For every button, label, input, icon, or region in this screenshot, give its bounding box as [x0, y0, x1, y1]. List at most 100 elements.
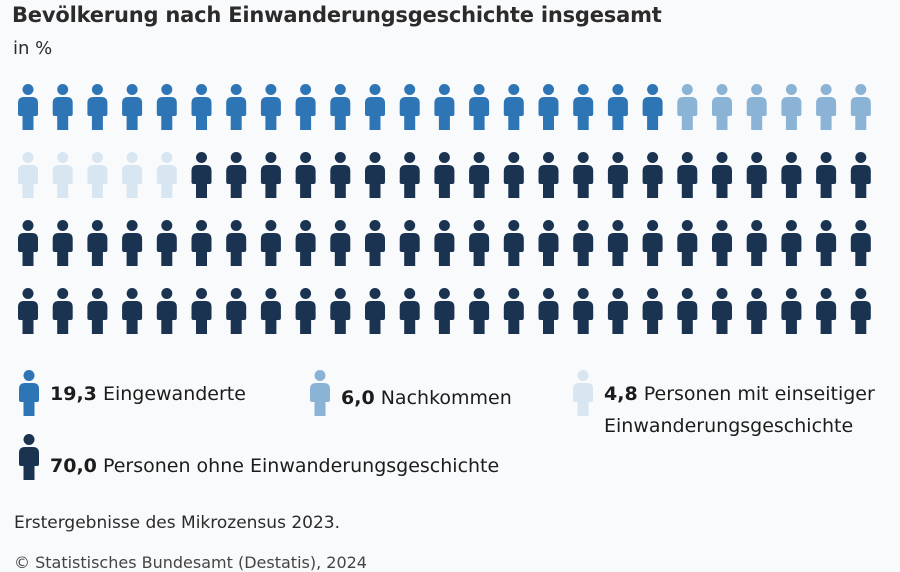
person-icon	[122, 220, 143, 266]
person-icon	[746, 152, 767, 198]
person-icon	[746, 220, 767, 266]
person-icon	[503, 220, 524, 266]
person-icon	[399, 84, 420, 130]
person-icon	[226, 288, 247, 334]
person-icon	[642, 220, 663, 266]
person-icon	[816, 288, 837, 334]
person-icon	[191, 152, 212, 198]
person-icon	[226, 152, 247, 198]
person-icon	[87, 152, 108, 198]
legend-item-eingewanderte: 19,3 Eingewanderte	[18, 368, 298, 418]
person-icon	[399, 220, 420, 266]
person-icon	[607, 288, 628, 334]
person-icon	[260, 152, 281, 198]
person-icon	[850, 220, 871, 266]
person-icon	[52, 288, 73, 334]
person-icon	[310, 370, 330, 416]
legend-swatch-icon	[310, 370, 330, 416]
person-icon	[87, 288, 108, 334]
person-icon	[712, 220, 732, 266]
person-icon	[295, 288, 316, 334]
person-icon	[295, 84, 316, 130]
legend-label-ohne: Personen ohne Einwanderungsgeschichte	[102, 455, 500, 477]
legend-value-ohne: 70,0	[50, 455, 97, 477]
person-icon	[573, 220, 594, 266]
person-icon	[52, 84, 73, 130]
person-icon	[642, 152, 663, 198]
person-icon	[746, 288, 767, 334]
person-icon	[850, 152, 871, 198]
legend-item-ohne: 70,0 Personen ohne Einwanderungsgeschich…	[18, 432, 558, 482]
person-icon	[122, 152, 143, 198]
person-icon	[191, 288, 212, 334]
legend-swatch-icon	[19, 434, 39, 480]
person-icon	[330, 288, 351, 334]
person-icon	[365, 288, 385, 334]
person-icon	[816, 220, 837, 266]
person-icon	[677, 84, 698, 130]
person-icon	[781, 152, 802, 198]
person-icon	[469, 220, 490, 266]
person-icon	[538, 288, 559, 334]
person-icon	[122, 288, 143, 334]
person-icon	[260, 288, 281, 334]
person-icon	[18, 84, 38, 130]
person-icon	[573, 84, 594, 130]
person-icon	[156, 220, 177, 266]
person-icon	[87, 84, 108, 130]
person-icon	[87, 220, 108, 266]
person-icon	[712, 152, 732, 198]
person-icon	[18, 288, 38, 334]
person-icon	[18, 220, 38, 266]
person-icon	[260, 84, 281, 130]
chart-subtitle: in %	[13, 38, 53, 59]
person-icon	[330, 152, 351, 198]
person-icon	[434, 84, 455, 130]
person-icon	[503, 288, 524, 334]
person-icon	[746, 84, 767, 130]
person-icon	[295, 152, 316, 198]
legend-label-eingewanderte: Eingewanderte	[102, 383, 246, 405]
person-icon	[712, 84, 732, 130]
person-icon	[52, 220, 73, 266]
person-icon	[677, 288, 698, 334]
person-icon	[607, 152, 628, 198]
person-icon	[226, 84, 247, 130]
person-icon	[434, 288, 455, 334]
person-icon	[781, 220, 802, 266]
chart-source: © Statistisches Bundesamt (Destatis), 20…	[14, 553, 367, 572]
person-icon	[434, 220, 455, 266]
chart-note: Erstergebnisse des Mikrozensus 2023.	[14, 513, 340, 533]
legend-label-einseitig: Personen mit einseitiger Einwanderungsge…	[604, 383, 875, 437]
person-icon	[399, 288, 420, 334]
person-icon	[399, 152, 420, 198]
person-icon	[156, 84, 177, 130]
person-icon	[538, 152, 559, 198]
person-icon	[365, 220, 385, 266]
person-icon	[260, 220, 281, 266]
person-icon	[434, 152, 455, 198]
chart-title: Bevölkerung nach Einwanderungsgeschichte…	[12, 3, 662, 27]
person-icon	[607, 84, 628, 130]
legend-label-nachkommen: Nachkommen	[380, 387, 512, 409]
person-icon	[365, 152, 385, 198]
person-icon	[19, 370, 39, 416]
person-icon	[52, 152, 73, 198]
person-icon	[156, 152, 177, 198]
person-icon	[607, 220, 628, 266]
person-icon	[330, 84, 351, 130]
person-icon	[781, 288, 802, 334]
person-icon	[850, 84, 871, 130]
source-text: © Statistisches Bundesamt (Destatis), 20…	[14, 553, 367, 572]
person-icon	[122, 84, 143, 130]
person-icon	[677, 152, 698, 198]
legend-value-einseitig: 4,8	[604, 383, 638, 405]
person-icon	[573, 370, 593, 416]
legend-swatch-icon	[573, 370, 593, 416]
person-icon	[816, 84, 837, 130]
legend-value-eingewanderte: 19,3	[50, 383, 97, 405]
person-icon	[712, 288, 732, 334]
person-icon	[538, 84, 559, 130]
legend-item-einseitig: 4,8 Personen mit einseitiger Einwanderun…	[572, 368, 900, 448]
person-icon	[469, 84, 490, 130]
